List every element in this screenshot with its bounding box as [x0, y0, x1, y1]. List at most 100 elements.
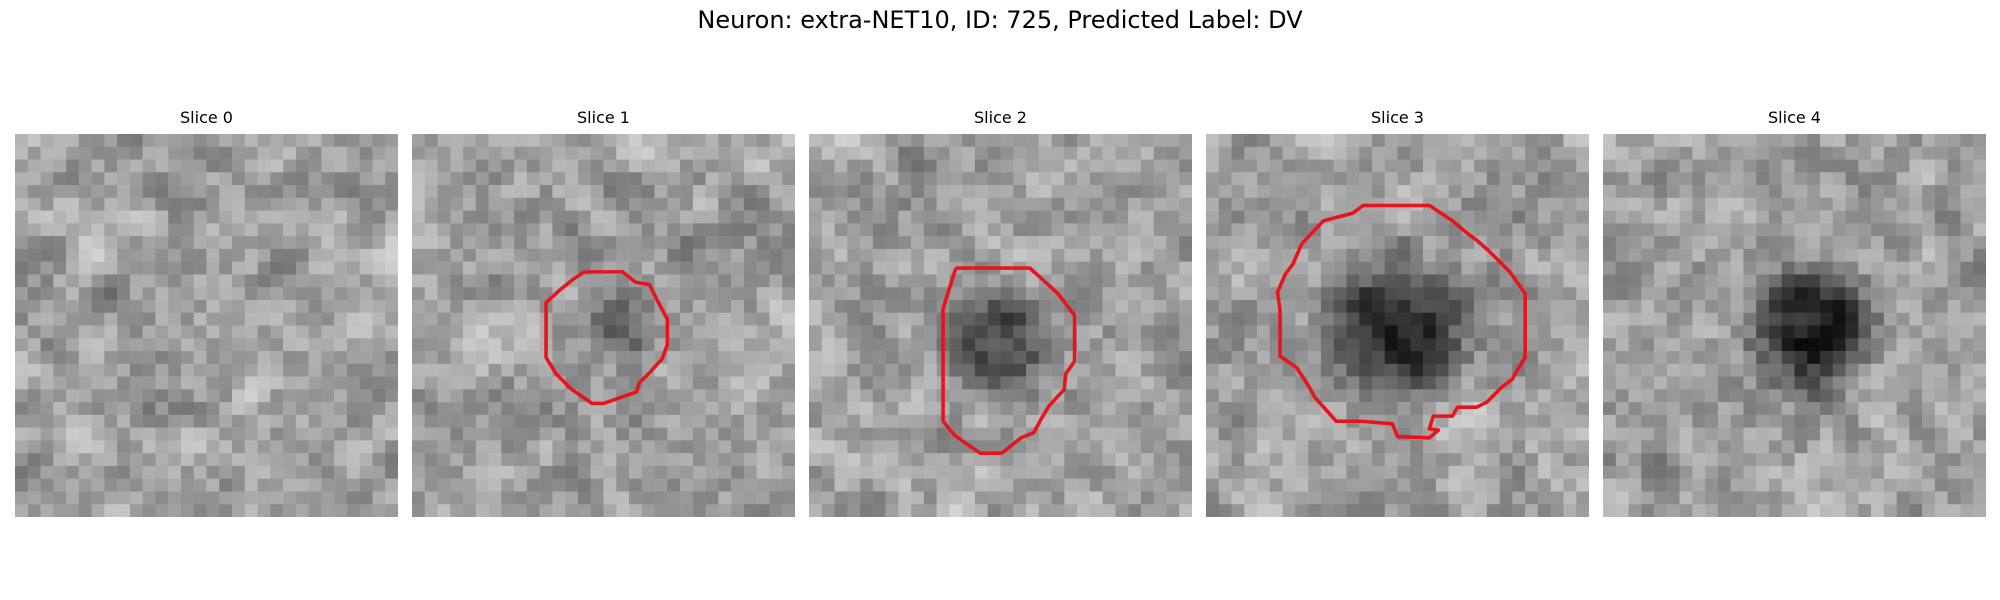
pixel — [1563, 504, 1577, 517]
pixel — [680, 287, 694, 301]
pixel — [385, 427, 398, 441]
pixel — [346, 210, 360, 224]
pixel — [1026, 389, 1040, 403]
pixel — [1730, 427, 1744, 441]
pixel — [117, 478, 131, 492]
pixel — [1883, 465, 1897, 479]
pixel — [1628, 248, 1642, 262]
pixel — [1206, 351, 1220, 365]
pixel — [412, 287, 426, 301]
pixel — [1641, 146, 1655, 160]
pixel — [514, 312, 528, 326]
pixel — [1973, 236, 1986, 250]
pixel — [1218, 299, 1232, 313]
pixel — [1179, 210, 1192, 224]
pixel — [872, 210, 886, 224]
pixel — [769, 134, 783, 148]
pixel — [641, 376, 655, 390]
pixel — [359, 325, 373, 339]
pixel — [1320, 236, 1334, 250]
pixel — [78, 325, 92, 339]
pixel — [1641, 325, 1655, 339]
pixel — [654, 185, 668, 199]
pixel — [1102, 312, 1116, 326]
pixel — [731, 299, 745, 313]
pixel — [1666, 172, 1680, 186]
pixel — [1794, 402, 1808, 416]
pixel — [1089, 338, 1103, 352]
pixel — [1960, 261, 1974, 275]
pixel — [885, 363, 899, 377]
pixel — [1153, 363, 1167, 377]
pixel — [193, 389, 207, 403]
pixel — [1140, 223, 1154, 237]
pixel — [257, 363, 271, 377]
pixel — [15, 248, 29, 262]
pixel — [1371, 453, 1385, 467]
pixel — [1858, 210, 1872, 224]
pixel — [1166, 236, 1180, 250]
pixel — [911, 453, 925, 467]
pixel — [488, 248, 502, 262]
pixel — [1537, 440, 1551, 454]
pixel — [526, 351, 540, 365]
pixel — [911, 185, 925, 199]
pixel — [501, 159, 515, 173]
pixel — [501, 134, 515, 148]
pixel — [1909, 236, 1923, 250]
pixel — [359, 427, 373, 441]
pixel — [206, 414, 220, 428]
pixel — [385, 389, 398, 403]
pixel — [1346, 351, 1360, 365]
pixel — [1896, 287, 1910, 301]
pixel — [680, 261, 694, 275]
pixel — [475, 453, 489, 467]
pixel — [1333, 185, 1347, 199]
pixel — [885, 338, 899, 352]
pixel — [1397, 414, 1411, 428]
pixel — [1909, 414, 1923, 428]
pixel — [1013, 274, 1027, 288]
pixel — [1807, 338, 1821, 352]
pixel — [692, 389, 706, 403]
pixel — [155, 491, 169, 505]
pixel — [1615, 338, 1629, 352]
pixel — [1089, 248, 1103, 262]
pixel — [1730, 197, 1744, 211]
pixel — [40, 210, 54, 224]
pixel — [821, 376, 835, 390]
pixel — [424, 172, 438, 186]
pixel — [385, 453, 398, 467]
pixel — [1000, 478, 1014, 492]
pixel — [232, 172, 246, 186]
pixel — [1282, 440, 1296, 454]
pixel — [1666, 299, 1680, 313]
pixel — [603, 414, 617, 428]
pixel — [1883, 312, 1897, 326]
pixel — [898, 236, 912, 250]
pixel — [756, 299, 770, 313]
pixel — [1537, 274, 1551, 288]
pixel — [680, 351, 694, 365]
pixel — [346, 197, 360, 211]
pixel — [244, 376, 258, 390]
pixel — [1257, 440, 1271, 454]
pixel — [577, 134, 591, 148]
pixel — [769, 312, 783, 326]
pixel — [769, 414, 783, 428]
pixel — [1231, 363, 1245, 377]
pixel — [692, 134, 706, 148]
pixel — [1269, 504, 1283, 517]
pixel — [15, 299, 29, 313]
pixel — [1077, 185, 1091, 199]
pixel — [1705, 197, 1719, 211]
pixel — [809, 287, 823, 301]
pixel — [1628, 338, 1642, 352]
pixel — [346, 453, 360, 467]
pixel — [577, 146, 591, 160]
pixel — [219, 351, 233, 365]
pixel — [1794, 465, 1808, 479]
pixel — [1512, 402, 1526, 416]
pixel — [1960, 504, 1974, 517]
pixel — [1768, 427, 1782, 441]
